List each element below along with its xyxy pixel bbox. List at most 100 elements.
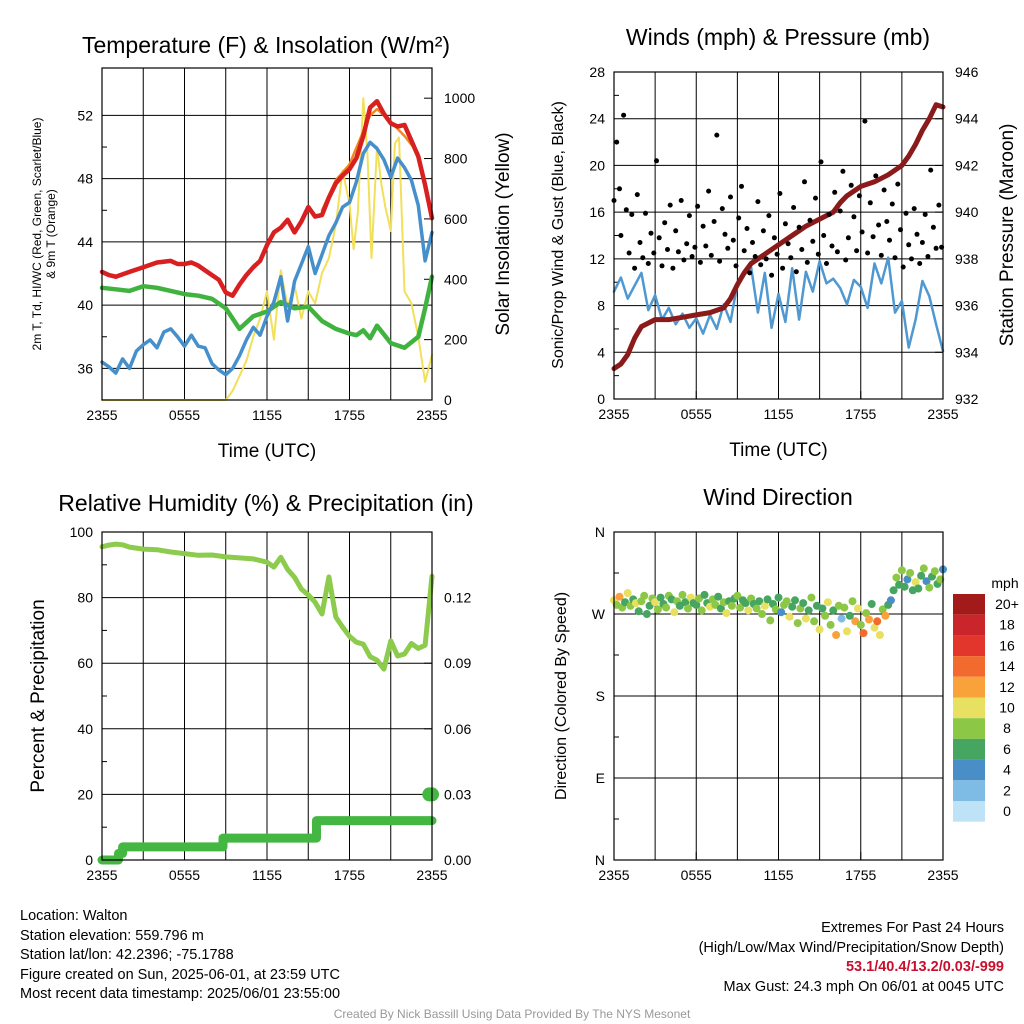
y2-tick-label: 934 <box>955 344 979 360</box>
x-tick-label: 2355 <box>927 867 958 883</box>
y-tick-label: 20 <box>77 786 93 802</box>
gust-point <box>728 194 733 200</box>
panel-temp: 2355 0555 1155 1755 2355 36 40 44 48 52 Temperatur… <box>30 32 514 462</box>
direction-point <box>791 596 799 605</box>
gust-point <box>832 189 838 195</box>
y-tick-label: 40 <box>77 721 93 737</box>
y-tick-label: 8 <box>597 298 605 314</box>
x-tick-label: 1155 <box>763 406 793 422</box>
direction-point <box>651 598 660 607</box>
direction-point <box>843 627 851 636</box>
gust-point <box>887 237 892 243</box>
gust-point <box>824 261 829 266</box>
plot-frame <box>101 67 433 401</box>
y-tick-label: 60 <box>77 655 93 671</box>
gust-point <box>859 229 865 235</box>
station-location: Location: Walton <box>20 908 128 924</box>
legend-swatch-10 <box>953 697 985 719</box>
gust-point <box>771 235 777 241</box>
gust-point <box>777 191 783 196</box>
gust-point <box>914 231 920 237</box>
legend-label-0: 0 <box>1003 803 1011 819</box>
direction-point <box>615 592 624 601</box>
direction-point <box>722 609 731 618</box>
gust-point <box>804 259 810 265</box>
direction-point <box>867 600 876 608</box>
direction-point <box>766 616 775 625</box>
gust-point <box>791 205 797 210</box>
gust-point <box>815 251 821 257</box>
x-axis-label: Time (UTC) <box>729 440 828 461</box>
y-tick-label: 20 <box>589 157 605 173</box>
gust-point <box>684 241 690 247</box>
station-elevation: Station elevation: 559.796 m <box>20 927 204 944</box>
x-tick-label: 2355 <box>598 406 629 422</box>
gust-point <box>876 222 882 228</box>
y2-tick-label: 400 <box>444 271 468 287</box>
direction-point <box>936 575 945 584</box>
gust-point <box>692 244 698 250</box>
y2-tick-label: 942 <box>955 157 979 173</box>
legend-swatch-0 <box>953 801 985 822</box>
gust-point <box>785 241 791 247</box>
gust-point <box>813 195 818 201</box>
gust-point <box>917 261 923 266</box>
station-info: Location: Walton Station elevation: 559.… <box>20 907 340 1005</box>
gust-point <box>706 188 712 194</box>
y-tick-label: 44 <box>77 234 93 250</box>
y2-tick-label: 200 <box>444 332 468 348</box>
direction-point <box>741 599 750 608</box>
direction-point <box>760 601 769 610</box>
direction-point <box>678 590 687 599</box>
y-axis-label: 2m T, Td, HI/WC (Red, Green, Scarlet/Blu… <box>30 118 58 351</box>
y-tick-label: 100 <box>70 524 94 540</box>
gust-point <box>626 250 632 256</box>
direction-point <box>752 604 761 613</box>
legend-label-8: 8 <box>1003 720 1011 736</box>
gust-point <box>659 263 665 269</box>
x-tick-label: 1755 <box>334 867 365 883</box>
gust-point <box>774 251 780 257</box>
gust-point <box>889 201 895 207</box>
chart-title: Relative Humidity (%) & Precipitation (i… <box>58 490 473 516</box>
x-tick-label: 2355 <box>416 407 447 423</box>
y-axis-label: Sonic/Prop Wind & Gust (Blue, Black) <box>550 101 567 369</box>
y-tick-label: 0 <box>85 852 93 868</box>
direction-point <box>793 619 802 628</box>
y2-axis-label: Station Pressure (Maroon) <box>997 124 1018 347</box>
direction-point <box>889 586 898 595</box>
legend-swatch-16 <box>953 635 985 657</box>
legend-label-12: 12 <box>999 679 1015 695</box>
y-tick-label: N <box>595 524 605 540</box>
x-tick-label: 1155 <box>252 407 282 423</box>
gust-point <box>643 210 648 216</box>
gust-point <box>788 255 794 261</box>
y-tick-label: 48 <box>77 171 93 187</box>
direction-point <box>919 564 928 573</box>
x-tick-label: 1155 <box>252 867 282 883</box>
gust-point <box>856 193 862 199</box>
gust-point <box>870 234 876 240</box>
gust-point <box>936 202 942 208</box>
y-tick-label: 12 <box>589 251 605 267</box>
direction-point <box>873 617 882 626</box>
direction-point <box>815 625 824 634</box>
x-tick-label: 1155 <box>763 867 793 883</box>
chart-title: Wind Direction <box>703 484 853 510</box>
legend-swatch-12 <box>953 676 985 698</box>
direction-point <box>733 591 742 600</box>
direction-point <box>777 608 786 617</box>
legend-swatch-2 <box>953 780 985 801</box>
direction-point <box>829 606 838 615</box>
y-tick-label: E <box>596 770 605 786</box>
y-tick-label: 52 <box>77 107 93 123</box>
direction-point <box>807 593 816 602</box>
gust-point <box>837 208 843 214</box>
gust-point <box>689 254 695 259</box>
x-axis-label: Time (UTC) <box>218 441 317 462</box>
direction-point <box>744 606 753 615</box>
direction-point <box>736 603 745 612</box>
extremes-title: Extremes For Past 24 Hours <box>821 920 1004 936</box>
direction-point <box>634 607 643 616</box>
gust-point <box>763 256 769 262</box>
